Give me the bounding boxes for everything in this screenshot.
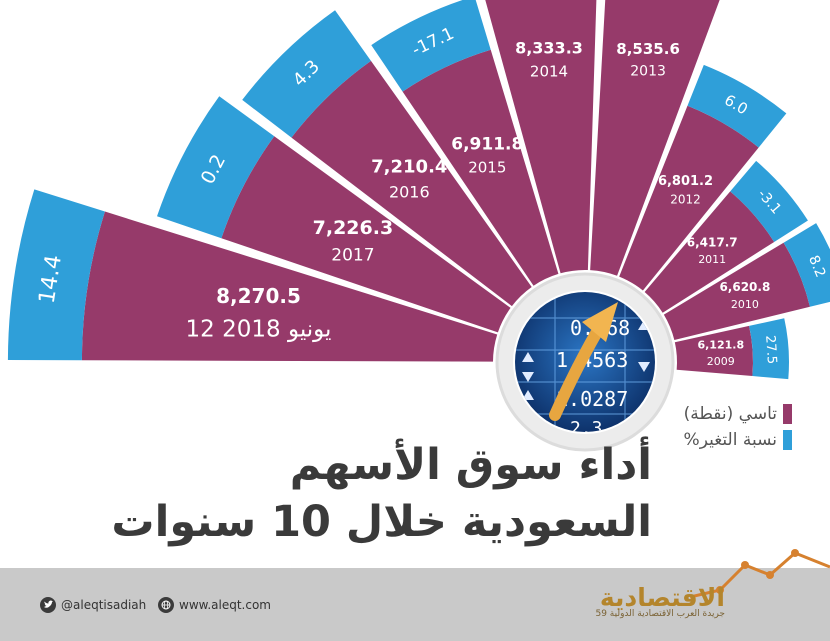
index-bar-2011 bbox=[644, 191, 775, 313]
index-bar-2016 bbox=[291, 60, 532, 307]
bar-2010: 8.2 6,620.8 2010 bbox=[663, 223, 830, 341]
year-label-2018: 12 يونيو 2018 bbox=[186, 316, 332, 342]
chart-title-line-2: السعودية خلال 10 سنوات bbox=[111, 497, 652, 547]
index-label-2014: 8,333.3 bbox=[515, 39, 583, 58]
logo-tagline: جريدة العرب الاقتصادية الدولية 59 bbox=[595, 609, 725, 619]
twitter-link[interactable]: @aleqtisadiah bbox=[40, 597, 146, 613]
change-band-2015 bbox=[371, 0, 491, 92]
year-label-2010: 2010 bbox=[731, 298, 759, 311]
globe-icon bbox=[158, 597, 174, 613]
index-label-2016: 7,210.4 bbox=[371, 156, 447, 177]
twitter-handle: @aleqtisadiah bbox=[61, 598, 147, 612]
rising-arrow-icon bbox=[549, 324, 604, 421]
year-label-2013: 2013 bbox=[630, 63, 666, 79]
index-bar-2015 bbox=[402, 49, 559, 286]
index-bar-2010 bbox=[663, 242, 810, 341]
website-link[interactable]: www.aleqt.com bbox=[158, 597, 271, 613]
change-band-2011 bbox=[730, 160, 808, 242]
year-label-2014: 2014 bbox=[530, 63, 568, 81]
change-label-2009: 27.5 bbox=[762, 335, 779, 365]
index-bar-2014 bbox=[485, 0, 597, 274]
logo-text: الاقتصادية bbox=[599, 583, 725, 612]
index-label-2012: 6,801.2 bbox=[658, 174, 713, 189]
trend-line-decoration bbox=[690, 549, 830, 599]
index-label-2009: 6,121.8 bbox=[697, 338, 744, 351]
change-label-2010: 8.2 bbox=[805, 253, 828, 280]
legend-item-index: تاسي (نقطة) bbox=[684, 404, 792, 424]
index-bar-2018 bbox=[81, 211, 498, 362]
year-label-2015: 2015 bbox=[468, 159, 506, 177]
change-band-2016 bbox=[242, 10, 371, 138]
year-label-2011: 2011 bbox=[698, 253, 726, 266]
index-label-2015: 6,911.8 bbox=[451, 134, 523, 154]
newspaper-logo: الاقتصادية جريدة العرب الاقتصادية الدولي… bbox=[595, 583, 725, 619]
index-bar-2017 bbox=[221, 136, 511, 333]
legend-swatch-change bbox=[783, 430, 792, 450]
legend-item-change: نسبة التغير% bbox=[684, 430, 792, 450]
board-number-4: 2.3 bbox=[570, 418, 603, 439]
bar-2018: 14.4 8,270.512 يونيو 2018 bbox=[7, 189, 498, 362]
year-label-2009: 2009 bbox=[707, 355, 735, 368]
change-band-2017 bbox=[157, 96, 275, 239]
legend-label-index: تاسي (نقطة) bbox=[683, 404, 777, 424]
index-label-2011: 6,417.7 bbox=[687, 236, 738, 250]
change-band-2009 bbox=[749, 318, 789, 380]
index-label-2013: 8,535.6 bbox=[616, 40, 680, 58]
chart-title-line-1: أداء سوق الأسهم bbox=[289, 440, 652, 490]
change-band-2012 bbox=[687, 64, 787, 148]
twitter-icon bbox=[40, 597, 56, 613]
footer-bar bbox=[0, 568, 830, 641]
index-label-2017: 7,226.3 bbox=[313, 217, 394, 239]
index-label-2010: 6,620.8 bbox=[719, 280, 770, 294]
year-label-2016: 2016 bbox=[389, 182, 430, 201]
legend-label-change: نسبة التغير% bbox=[683, 430, 777, 450]
year-label-2017: 2017 bbox=[331, 245, 374, 265]
change-band-2010 bbox=[783, 223, 830, 307]
bar-2009: 27.5 6,121.8 2009 bbox=[674, 318, 789, 380]
legend-swatch-index bbox=[783, 404, 792, 424]
year-label-2012: 2012 bbox=[670, 193, 701, 207]
index-bar-2013 bbox=[590, 0, 720, 276]
change-band-2018 bbox=[7, 189, 105, 361]
stock-board-image: 0.168 1.4563 1.0287 2.3 bbox=[495, 272, 675, 452]
index-bar-2009 bbox=[674, 325, 753, 377]
index-bar-2012 bbox=[619, 105, 759, 291]
index-label-2018: 8,270.5 bbox=[216, 284, 301, 308]
website-url: www.aleqt.com bbox=[179, 598, 271, 612]
